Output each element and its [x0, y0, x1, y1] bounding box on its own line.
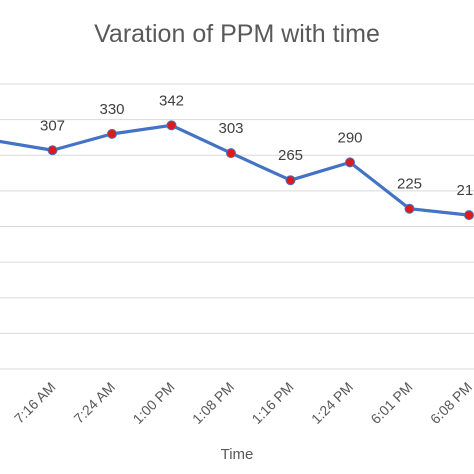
data-label: 307	[40, 117, 65, 134]
x-tick-label: 6:08 PM	[427, 379, 474, 427]
data-label: 290	[337, 129, 362, 146]
x-tick-label: 1:16 PM	[248, 379, 296, 427]
x-tick-label: 6:01 PM	[367, 379, 415, 427]
data-point	[226, 148, 236, 159]
data-label: 225	[397, 176, 422, 193]
data-point	[345, 157, 355, 168]
data-point	[404, 203, 415, 214]
x-tick-label: 1:00 PM	[129, 379, 177, 427]
data-point	[464, 210, 474, 221]
data-label: 342	[159, 92, 184, 109]
data-label: 330	[99, 101, 124, 118]
data-point	[47, 145, 58, 156]
data-point	[107, 128, 117, 139]
series-line	[0, 123, 470, 217]
x-tick-label: 1:24 PM	[308, 379, 356, 427]
x-tick-label: 7:24 AM	[70, 379, 118, 427]
x-tick-label: 1:08 PM	[189, 379, 237, 427]
x-axis-title: Time	[220, 446, 254, 463]
chart-title: Varation of PPM with time	[94, 20, 380, 48]
data-label: 216	[456, 182, 474, 199]
x-tick-label: 7:16 AM	[11, 379, 59, 427]
data-label: 265	[278, 147, 303, 164]
data-point	[166, 120, 177, 131]
data-label: 303	[218, 120, 243, 137]
data-point	[285, 175, 296, 186]
